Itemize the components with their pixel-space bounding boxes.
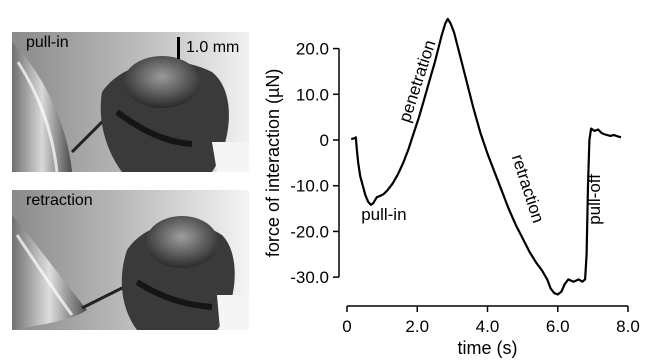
fly-droplet-image-retraction xyxy=(12,190,249,330)
y-axis-label: force of interaction (µN) xyxy=(263,69,283,257)
x-tick-label: 2.0 xyxy=(405,317,429,336)
chart-annotations: pull-in penetration retraction pull-off xyxy=(361,38,604,225)
x-tick-label: 4.0 xyxy=(476,317,500,336)
x-tick-label: 0 xyxy=(342,317,351,336)
scale-bar: 1.0 mm xyxy=(177,37,239,59)
scale-bar-label: 1.0 mm xyxy=(186,39,240,56)
y-tick-label: 20.0 xyxy=(296,40,329,59)
force-time-chart: 0 2.0 4.0 6.0 8.0 20.0 10.0 0 -10.0 -20.0 -30.0 pu… xyxy=(263,17,640,358)
x-tick-label: 6.0 xyxy=(546,317,570,336)
y-tick-label: -20.0 xyxy=(290,222,329,241)
force-series-line xyxy=(350,17,622,296)
chart-ticks: 0 2.0 4.0 6.0 8.0 20.0 10.0 0 -10.0 -20.0 -30.0 xyxy=(290,40,640,336)
panel-label-retraction: retraction xyxy=(26,192,93,209)
y-tick-label: 10.0 xyxy=(296,85,329,104)
x-tick-label: 8.0 xyxy=(616,317,640,336)
chart-series xyxy=(350,17,622,296)
photo-panel-retraction: retraction xyxy=(12,190,249,330)
annotation-label: pull-off xyxy=(585,174,604,225)
y-tick-label: -10.0 xyxy=(290,177,329,196)
panel-label-pull-in: pull-in xyxy=(26,34,69,51)
photo-panel-pull-in: pull-in 1.0 mm xyxy=(12,32,249,172)
annotation-label: retraction xyxy=(508,152,548,225)
y-tick-label: 0 xyxy=(320,131,329,150)
y-tick-label: -30.0 xyxy=(290,268,329,287)
annotation-label: penetration xyxy=(395,38,439,125)
x-axis-label: time (s) xyxy=(458,338,518,358)
fly-droplet-image-pull-in xyxy=(12,32,249,172)
scale-bar-line xyxy=(177,37,180,59)
annotation-label: pull-in xyxy=(361,205,406,224)
